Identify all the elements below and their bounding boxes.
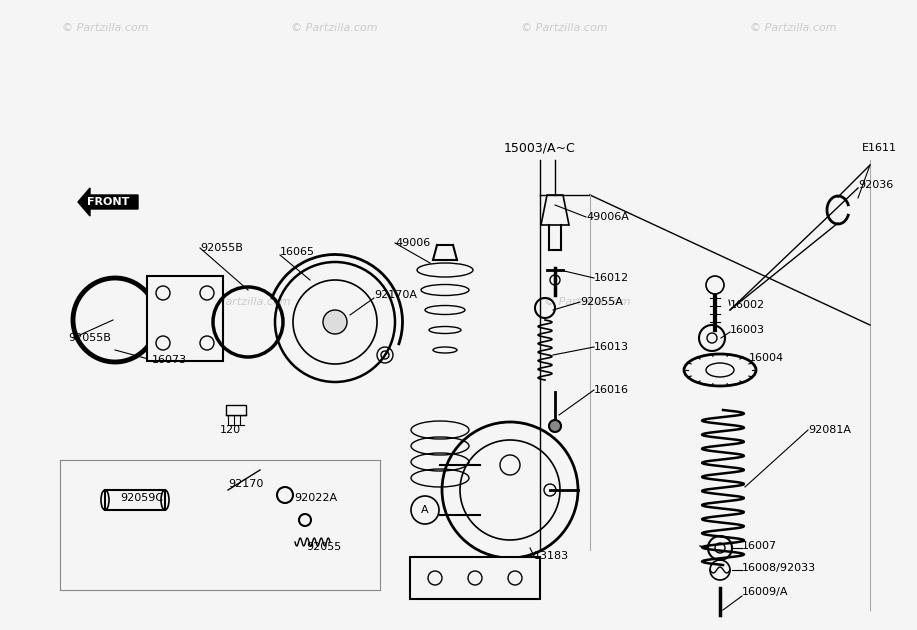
Text: 16073: 16073 <box>152 355 187 365</box>
Text: © Partzilla.com: © Partzilla.com <box>62 23 149 33</box>
Text: 92036: 92036 <box>858 180 893 190</box>
Text: 15003/A~C: 15003/A~C <box>504 142 576 154</box>
Text: 120: 120 <box>220 425 241 435</box>
Text: 16065: 16065 <box>280 247 315 257</box>
Text: 92055A: 92055A <box>580 297 623 307</box>
Bar <box>226 405 246 415</box>
Text: 16007: 16007 <box>742 541 777 551</box>
Text: 16004: 16004 <box>749 353 784 363</box>
Text: © Partzilla.com: © Partzilla.com <box>750 23 836 33</box>
Text: © Partzilla.com: © Partzilla.com <box>521 23 607 33</box>
Text: © Partzilla.com: © Partzilla.com <box>544 297 630 307</box>
Circle shape <box>706 276 724 294</box>
Text: 16008/92033: 16008/92033 <box>742 563 816 573</box>
Text: 92055B: 92055B <box>200 243 243 253</box>
Text: 92055: 92055 <box>306 542 341 552</box>
Circle shape <box>323 310 347 334</box>
Text: 92170: 92170 <box>228 479 263 489</box>
Bar <box>147 276 223 361</box>
Text: 92022A: 92022A <box>294 493 337 503</box>
Text: 92055B: 92055B <box>68 333 111 343</box>
Text: 16002: 16002 <box>730 300 765 310</box>
Text: © Partzilla.com: © Partzilla.com <box>204 297 291 307</box>
Bar <box>105 490 165 510</box>
Text: 16016: 16016 <box>594 385 629 395</box>
Text: 92081A: 92081A <box>808 425 851 435</box>
Text: 16003: 16003 <box>730 325 765 335</box>
Text: 16012: 16012 <box>594 273 629 283</box>
Bar <box>410 557 540 599</box>
Text: 92170A: 92170A <box>374 290 417 300</box>
Text: 13183: 13183 <box>534 551 569 561</box>
Text: E1611: E1611 <box>862 143 897 153</box>
Polygon shape <box>78 188 138 216</box>
Text: FRONT: FRONT <box>87 197 129 207</box>
Text: 16013: 16013 <box>594 342 629 352</box>
Text: 16009/A: 16009/A <box>742 587 789 597</box>
Text: A: A <box>421 505 429 515</box>
Text: 49006A: 49006A <box>586 212 629 222</box>
Text: 92059C: 92059C <box>120 493 163 503</box>
Text: © Partzilla.com: © Partzilla.com <box>292 23 378 33</box>
Circle shape <box>549 420 561 432</box>
Text: 49006: 49006 <box>395 238 430 248</box>
